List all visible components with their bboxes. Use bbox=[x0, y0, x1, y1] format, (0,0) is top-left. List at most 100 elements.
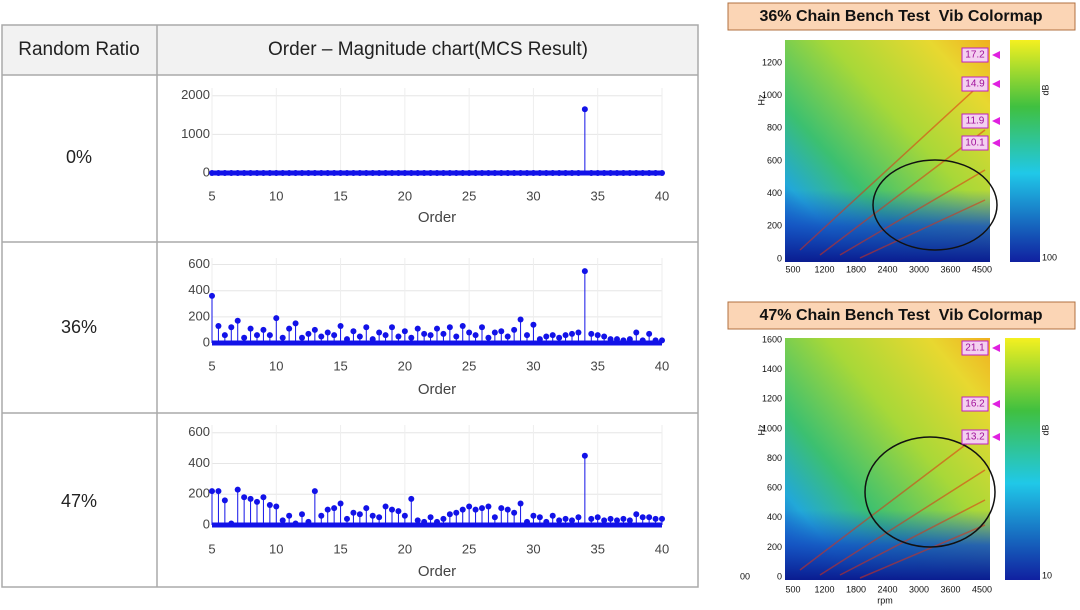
stem-head bbox=[594, 170, 601, 176]
y-tick-label: 0 bbox=[777, 253, 782, 263]
stem-head bbox=[266, 502, 273, 508]
stem-head bbox=[376, 170, 383, 176]
stem-head bbox=[234, 486, 241, 493]
stem-head bbox=[344, 336, 350, 343]
stem-head bbox=[305, 518, 312, 525]
stem-head bbox=[588, 330, 595, 337]
stem-head bbox=[581, 452, 588, 459]
stem-head bbox=[620, 515, 627, 522]
y-tick-label: 2000 bbox=[181, 87, 210, 102]
stem-head bbox=[504, 170, 511, 176]
stem-head bbox=[440, 170, 447, 176]
x-axis-label: Order bbox=[418, 563, 456, 580]
stem-head bbox=[331, 332, 338, 339]
stem-head bbox=[234, 170, 241, 176]
stem-head bbox=[472, 170, 479, 176]
x-tick-label: 3000 bbox=[909, 584, 929, 594]
x-tick-label: 500 bbox=[785, 264, 800, 274]
marker-box bbox=[961, 76, 989, 92]
stem-head bbox=[356, 170, 363, 176]
colormap-panel: 47% Chain Bench Test Vib Colormap dB 10 … bbox=[727, 301, 1076, 605]
marker-box bbox=[961, 429, 989, 445]
x-tick-label: 40 bbox=[655, 188, 669, 203]
y-tick-label: 1000 bbox=[762, 423, 782, 433]
stem-head bbox=[209, 488, 215, 495]
stem-head bbox=[491, 514, 498, 521]
stem-head bbox=[549, 512, 556, 519]
stem-head bbox=[299, 334, 305, 341]
stem-head bbox=[228, 520, 235, 527]
stem-head bbox=[659, 515, 665, 522]
stem-head bbox=[318, 512, 325, 519]
stem-head bbox=[369, 512, 376, 519]
stem-head bbox=[273, 315, 280, 322]
marker-label: 17.2 bbox=[965, 50, 985, 61]
stem-head bbox=[614, 517, 620, 524]
y-tick-label: 0 bbox=[203, 516, 210, 531]
stem-head bbox=[562, 515, 569, 522]
stem-head bbox=[659, 337, 665, 344]
stem-head bbox=[427, 332, 434, 339]
stem-head bbox=[363, 505, 370, 512]
y-tick-label: 0 bbox=[203, 164, 210, 179]
stem-head bbox=[511, 170, 518, 176]
stem-head bbox=[356, 333, 363, 340]
stem-head bbox=[485, 334, 492, 341]
stem-head bbox=[401, 328, 408, 335]
stem-head bbox=[344, 515, 350, 522]
stem-head bbox=[575, 329, 582, 336]
stem-head bbox=[588, 515, 595, 522]
stem-head bbox=[652, 337, 659, 344]
colorbar-label: dB bbox=[1040, 84, 1050, 95]
stem-head bbox=[254, 170, 260, 176]
title-box bbox=[727, 2, 1076, 31]
x-tick-label: 10 bbox=[269, 541, 283, 556]
stem-head bbox=[299, 170, 305, 176]
stem-head bbox=[221, 497, 228, 504]
stem-head bbox=[588, 170, 595, 176]
stem-head bbox=[601, 333, 608, 340]
stem-head bbox=[337, 323, 344, 329]
stem-head bbox=[453, 333, 460, 340]
y-tick-label: 1200 bbox=[762, 394, 782, 404]
stem-head bbox=[524, 170, 530, 176]
stem-head bbox=[389, 324, 395, 331]
stem-head bbox=[594, 514, 601, 521]
stem-head bbox=[479, 170, 485, 176]
y-tick-label: 1600 bbox=[762, 334, 782, 344]
stem-head bbox=[324, 329, 331, 336]
stem-head bbox=[607, 170, 614, 176]
x-tick-label: 25 bbox=[462, 188, 476, 203]
stem-head bbox=[639, 514, 646, 521]
marker-box bbox=[961, 113, 989, 129]
x-axis-label: Order bbox=[418, 381, 456, 398]
stem-head bbox=[569, 330, 575, 337]
colorbar-min: 100 bbox=[1042, 252, 1057, 262]
stem-head bbox=[395, 333, 402, 340]
title-box bbox=[727, 301, 1076, 330]
x-tick-label: 40 bbox=[655, 541, 669, 556]
stem-head bbox=[530, 321, 537, 328]
stem-head bbox=[659, 170, 665, 176]
stem-head bbox=[607, 515, 614, 522]
stem-head bbox=[331, 505, 338, 512]
y-tick-label: 800 bbox=[767, 453, 782, 463]
stem-head bbox=[601, 170, 608, 176]
y-axis-label: Hz bbox=[756, 94, 766, 105]
y-tick-label: 1400 bbox=[762, 364, 782, 374]
highlight-ellipse bbox=[872, 159, 998, 251]
stem-head bbox=[601, 517, 608, 524]
stem-head bbox=[491, 329, 498, 336]
stem-head bbox=[466, 503, 473, 510]
y-tick-label: 600 bbox=[767, 155, 782, 165]
stem-head bbox=[434, 325, 440, 332]
x-tick-label: 5 bbox=[208, 358, 215, 373]
y-tick-label: 1000 bbox=[181, 126, 210, 141]
stem-head bbox=[626, 336, 633, 343]
stem-head bbox=[279, 334, 286, 341]
stem-head bbox=[556, 517, 563, 524]
marker-box bbox=[961, 340, 989, 356]
x-tick-label: 3600 bbox=[940, 584, 960, 594]
stem-head bbox=[401, 170, 408, 176]
